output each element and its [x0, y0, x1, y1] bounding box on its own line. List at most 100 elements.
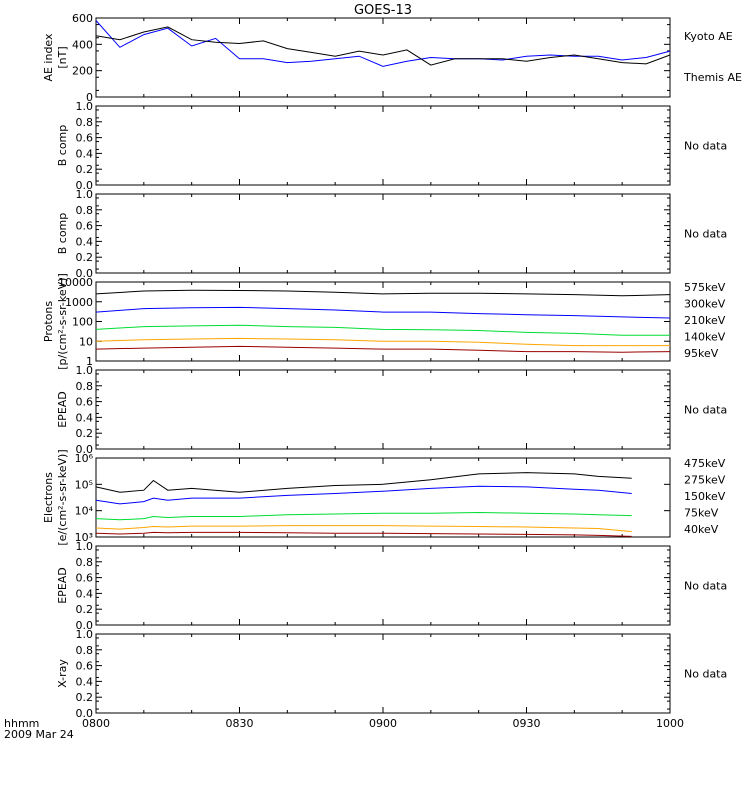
y-tick-label: 10⁶ [75, 452, 94, 465]
x-tick-label: 0930 [513, 717, 541, 730]
y-tick-label: 0.6 [76, 396, 94, 409]
y-tick-label: 0.2 [76, 691, 94, 704]
legend-entry: 475keV [684, 457, 726, 470]
panel-frame [95, 17, 671, 98]
y-tick-label: 0.6 [76, 572, 94, 585]
y-tick-label: 0 [86, 91, 93, 104]
y-tick-label: 1.0 [76, 628, 94, 641]
series-line-kyoto-ae [95, 20, 671, 67]
series-line-300kev [95, 337, 670, 347]
y-tick-label: 0.2 [76, 251, 94, 264]
y-tick-label: 0.4 [76, 235, 94, 248]
y-tick-label: 10⁴ [75, 505, 94, 518]
y-tick-label: 100 [72, 316, 93, 329]
y-tick-label: 200 [72, 65, 93, 78]
y-tick-label: 1.0 [76, 188, 94, 201]
panel-frame [95, 633, 671, 714]
y-tick-label: 0.2 [76, 427, 94, 440]
y-axis-label: B comp [56, 125, 69, 167]
y-tick-label: 0.4 [76, 411, 94, 424]
panel-frame [95, 369, 671, 450]
legend-entry: 210keV [684, 314, 726, 327]
legend-entry: 275keV [684, 474, 726, 487]
y-axis-label: EPEAD [56, 391, 69, 428]
panel-5: 0.0 0.2 0.4 0.6 0.8 1.0 EPEAD No data [56, 364, 727, 456]
y-tick-label: 1.0 [76, 540, 94, 553]
panel-frame [95, 105, 671, 186]
no-data-note: No data [684, 404, 727, 417]
y-tick-label: 0.8 [76, 644, 94, 657]
no-data-note: No data [684, 580, 727, 593]
panel-frame [95, 545, 671, 626]
y-axis-label: Electrons [42, 472, 55, 523]
y-tick-label: 0.0 [76, 267, 94, 280]
legend-entry: 75keV [684, 507, 719, 520]
y-axis-label: AE index [42, 33, 55, 82]
y-tick-label: 0.8 [76, 116, 94, 129]
panel-1: 0 200 400 600 AE index [nT] Kyoto AE Themis AE [42, 12, 742, 104]
no-data-note: No data [684, 228, 727, 241]
y-tick-label: 10 [79, 335, 93, 348]
y-tick-label: 0.8 [76, 556, 94, 569]
y-tick-label: 0.8 [76, 380, 94, 393]
y-axis-label: [p/(cm²-s-sr-keV)] [56, 273, 69, 370]
y-tick-label: 10000 [58, 276, 93, 289]
y-tick-label: 400 [72, 38, 93, 51]
panel-3: 0.0 0.2 0.4 0.6 0.8 1.0 B comp No data [56, 188, 727, 280]
y-tick-label: 0.8 [76, 204, 94, 217]
legend-entry: 95keV [684, 347, 719, 360]
x-tick-label: 0900 [369, 717, 397, 730]
y-tick-label: 0.4 [76, 675, 94, 688]
legend-entry: 40keV [684, 523, 719, 536]
y-tick-label: 0.0 [76, 619, 94, 632]
legend-entry: 140keV [684, 331, 726, 344]
y-tick-label: 1000 [65, 296, 93, 309]
x-tick-label: 0800 [82, 717, 110, 730]
y-tick-label: 0.6 [76, 660, 94, 673]
y-tick-label: 0.0 [76, 179, 94, 192]
y-tick-label: 0.6 [76, 132, 94, 145]
y-tick-label: 0.4 [76, 147, 94, 160]
y-tick-label: 10⁵ [75, 478, 93, 491]
x-axis: 0800 0830 0900 0930 1000 [82, 717, 684, 730]
series-line-575kev [95, 345, 671, 353]
legend-entry: 150keV [684, 490, 726, 503]
y-axis-label: Protons [42, 301, 55, 342]
panel-2: 0.0 0.2 0.4 0.6 0.8 1.0 B comp No data [56, 100, 727, 192]
legend-entry: Kyoto AE [684, 30, 733, 43]
panel-frame [95, 193, 671, 274]
y-tick-label: 0.0 [76, 443, 94, 456]
legend-entry: 300keV [684, 298, 726, 311]
y-tick-label: 1.0 [76, 100, 94, 113]
plot-title: GOES-13 [354, 3, 412, 18]
no-data-note: No data [684, 140, 727, 153]
legend-entry: 575keV [684, 281, 726, 294]
y-axis-label: B comp [56, 213, 69, 255]
date-label: 2009 Mar 24 [4, 728, 74, 741]
x-tick-label: 1000 [656, 717, 684, 730]
y-tick-label: 1 [86, 355, 93, 368]
series-line-95kev [95, 289, 671, 297]
y-tick-label: 0.2 [76, 163, 94, 176]
series-line-themis-ae [95, 26, 671, 66]
panel-7: 0.0 0.2 0.4 0.6 0.8 1.0 EPEAD No data [56, 540, 727, 632]
y-tick-label: 1.0 [76, 364, 94, 377]
series-line-140kev [95, 306, 671, 319]
series-line-210kev [95, 324, 670, 336]
y-axis-label: [e/(cm²-s-sr-keV)] [56, 449, 69, 545]
y-axis-label: EPEAD [56, 567, 69, 604]
x-tick-label: 0830 [226, 717, 254, 730]
y-tick-label: 0.2 [76, 603, 94, 616]
y-tick-label: 600 [72, 12, 93, 25]
panel-6: 10³ 10⁴ 10⁵ 10⁶ Electrons [e/(cm²-s-sr-keV)] 4… [42, 449, 726, 545]
legend-entry: Themis AE [683, 71, 742, 84]
y-axis-label: [nT] [56, 46, 69, 68]
y-tick-label: 0.0 [76, 707, 94, 720]
series-line-150kev [96, 513, 670, 520]
x-corner-label: hhmm [4, 717, 39, 730]
no-data-note: No data [684, 668, 727, 681]
y-tick-label: 0.6 [76, 220, 94, 233]
